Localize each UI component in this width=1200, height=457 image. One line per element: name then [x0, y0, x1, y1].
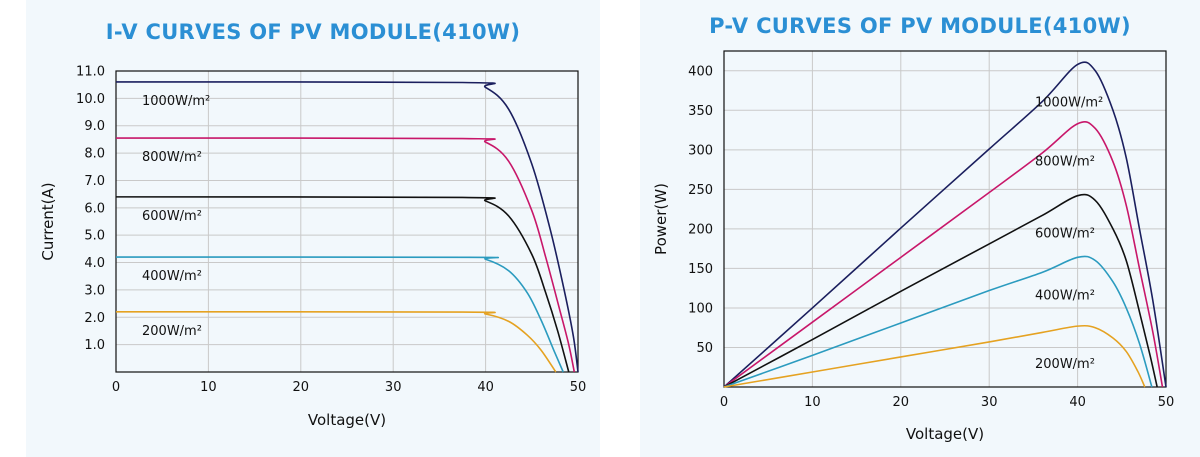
series-line-0 — [115, 81, 579, 373]
x-axis-label: Voltage(V) — [308, 411, 386, 429]
y-tick-label: 200 — [688, 222, 713, 237]
x-tick-label: 30 — [385, 380, 402, 395]
y-axis-label: Power(W) — [652, 183, 670, 255]
y-tick-label: 350 — [688, 104, 713, 119]
y-tick-label: 7.0 — [84, 174, 105, 189]
x-tick-label: 20 — [893, 395, 910, 410]
series-label: 400W/m² — [1035, 288, 1095, 303]
x-tick-label: 0 — [720, 395, 728, 410]
series-label: 200W/m² — [142, 324, 202, 339]
y-tick-label: 400 — [688, 64, 713, 79]
series-label: 1000W/m² — [142, 94, 210, 109]
plot-area — [723, 50, 1167, 388]
x-tick-label: 0 — [112, 380, 120, 395]
y-tick-label: 4.0 — [84, 256, 105, 271]
series-line-2 — [723, 193, 1158, 388]
series-label: 400W/m² — [142, 269, 202, 284]
series-line-3 — [115, 256, 564, 373]
series-line-4 — [115, 311, 557, 373]
x-tick-label: 10 — [200, 380, 217, 395]
x-tick-label: 10 — [804, 395, 821, 410]
series-label: 1000W/m² — [1035, 95, 1103, 110]
y-tick-label: 150 — [688, 262, 713, 277]
y-tick-label: 250 — [688, 183, 713, 198]
pv-chart-title: P-V CURVES OF PV MODULE(410W) — [709, 14, 1131, 38]
x-tick-label: 50 — [570, 380, 587, 395]
y-tick-label: 5.0 — [84, 229, 105, 244]
series-label: 200W/m² — [1035, 357, 1095, 372]
y-tick-label: 8.0 — [84, 147, 105, 162]
y-tick-label: 10.0 — [76, 92, 105, 107]
x-tick-label: 30 — [981, 395, 998, 410]
series-label: 600W/m² — [1035, 227, 1095, 242]
y-tick-label: 100 — [688, 301, 713, 316]
y-tick-label: 11.0 — [76, 65, 105, 80]
y-tick-label: 2.0 — [84, 311, 105, 326]
x-axis-label: Voltage(V) — [906, 425, 984, 443]
series-line-0 — [723, 61, 1167, 388]
series-label: 600W/m² — [142, 209, 202, 224]
x-tick-label: 20 — [293, 380, 310, 395]
y-tick-label: 6.0 — [84, 201, 105, 216]
series-line-1 — [115, 137, 576, 373]
y-tick-label: 50 — [696, 341, 713, 356]
iv-chart-panel: I-V CURVES OF PV MODULE(410W) 0 10 20 30 40 5… — [26, 0, 600, 457]
x-tick-label: 40 — [1069, 395, 1086, 410]
pv-chart-panel: P-V CURVES OF PV MODULE(410W) 0 10 20 30 40 5… — [640, 0, 1200, 457]
series-line-3 — [723, 255, 1153, 388]
y-tick-label: 9.0 — [84, 119, 105, 134]
iv-chart: 0 10 20 30 40 50 1.0 2.0 3.0 4.0 5.0 6.0 7.0 8.0 9.0 10… — [39, 65, 587, 430]
series-label: 800W/m² — [142, 150, 202, 165]
x-tick-label: 50 — [1158, 395, 1175, 410]
x-tick-label: 40 — [477, 380, 494, 395]
y-axis-label: Current(A) — [39, 182, 57, 260]
y-tick-label: 300 — [688, 143, 713, 158]
pv-chart: 0 10 20 30 40 50 50 100 150 200 250 300 350 400 1000W/… — [652, 50, 1175, 443]
series-line-4 — [723, 324, 1146, 388]
y-tick-label: 3.0 — [84, 283, 105, 298]
series-label: 800W/m² — [1035, 155, 1095, 170]
series-line-1 — [723, 120, 1164, 388]
series-line-2 — [115, 196, 570, 373]
y-tick-label: 1.0 — [84, 338, 105, 353]
plot-area — [115, 70, 579, 373]
iv-chart-title: I-V CURVES OF PV MODULE(410W) — [105, 20, 521, 44]
